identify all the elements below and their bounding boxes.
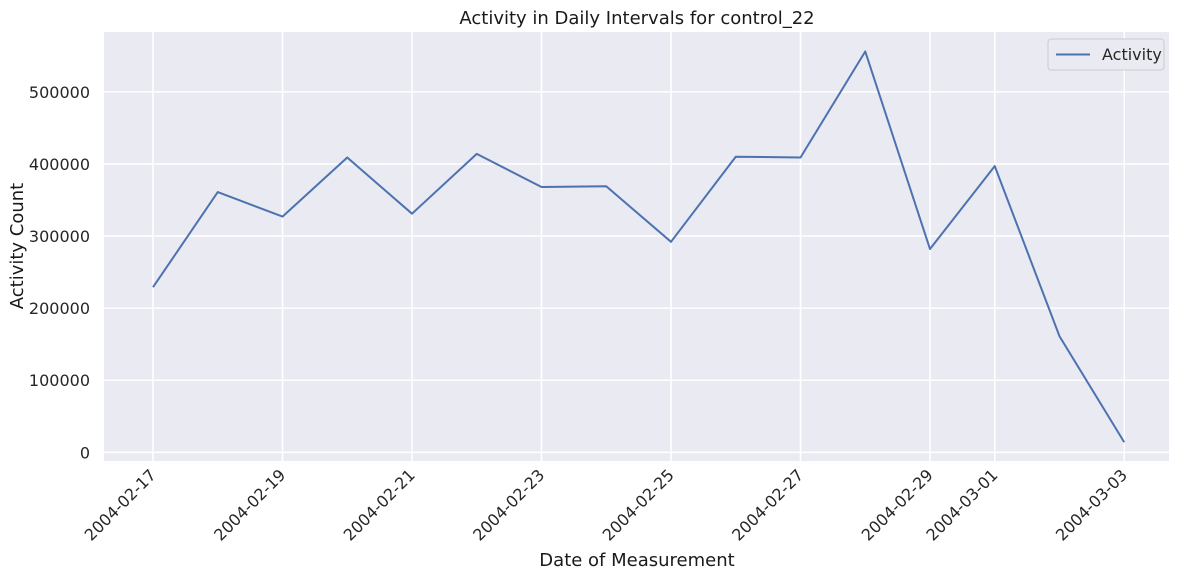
y-tick-label: 300000: [29, 227, 90, 246]
series-line-activity: [152, 50, 1126, 443]
y-tick-label: 500000: [29, 83, 90, 102]
y-tick-label: 100000: [29, 371, 90, 390]
legend: Activity: [1047, 38, 1165, 71]
legend-label: Activity: [1102, 45, 1162, 64]
x-tick-label: 2004-02-21: [340, 465, 419, 544]
x-axis-title: Date of Measurement: [539, 550, 734, 571]
y-tick-label: 200000: [29, 299, 90, 318]
x-tick-label: 2004-02-27: [728, 465, 807, 544]
series-lines: [152, 50, 1126, 443]
y-tick-label: 400000: [29, 155, 90, 174]
y-tick-label: 0: [80, 443, 90, 462]
x-tick-label: 2004-02-25: [599, 465, 678, 544]
x-tick-label: 2004-02-19: [210, 465, 289, 544]
legend-box: [1047, 38, 1165, 71]
x-tick-label: 2004-02-23: [469, 465, 548, 544]
x-tick-label: 2004-02-17: [81, 465, 160, 544]
x-tick-label: 2004-03-03: [1052, 465, 1131, 544]
plot-area: [104, 32, 1169, 461]
chart-title: Activity in Daily Intervals for control_…: [459, 8, 814, 29]
y-axis-title: Activity Count: [7, 183, 28, 310]
